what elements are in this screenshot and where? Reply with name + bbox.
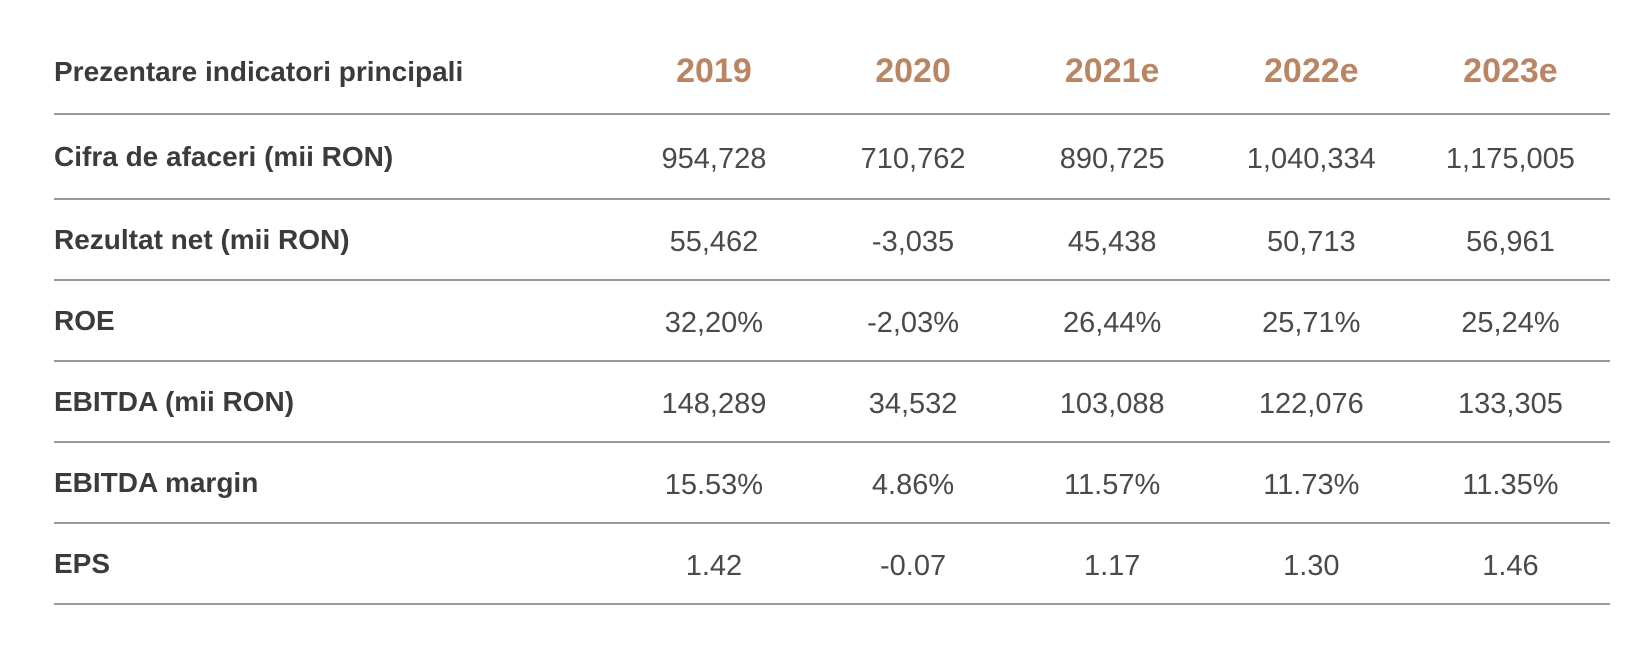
table-cell: 890,725 bbox=[1012, 114, 1212, 200]
column-header-2023e: 2023e bbox=[1410, 30, 1610, 115]
table-cell: 26,44% bbox=[1012, 280, 1212, 362]
table-cell: 55,462 bbox=[614, 199, 814, 281]
table-row: EPS 1.42 -0.07 1.17 1.30 1.46 bbox=[54, 523, 1610, 605]
table-row: EBITDA (mii RON) 148,289 34,532 103,088 … bbox=[54, 361, 1610, 443]
table-cell: 1.30 bbox=[1211, 523, 1411, 605]
table-cell: -2,03% bbox=[813, 280, 1013, 362]
table-cell: 122,076 bbox=[1211, 361, 1411, 443]
table-cell: 25,24% bbox=[1410, 280, 1610, 362]
row-label-ebitda-margin: EBITDA margin bbox=[54, 442, 615, 524]
indicators-table: Prezentare indicatori principali 2019 20… bbox=[54, 30, 1610, 605]
table-cell: 148,289 bbox=[614, 361, 814, 443]
table-cell: 45,438 bbox=[1012, 199, 1212, 281]
indicators-table-container: Prezentare indicatori principali 2019 20… bbox=[54, 30, 1610, 605]
column-header-2020: 2020 bbox=[813, 30, 1013, 115]
row-label-roe: ROE bbox=[54, 280, 615, 362]
table-cell: 34,532 bbox=[813, 361, 1013, 443]
table-cell: 1,040,334 bbox=[1211, 114, 1411, 200]
table-cell: 11.35% bbox=[1410, 442, 1610, 524]
table-cell: 11.57% bbox=[1012, 442, 1212, 524]
table-title: Prezentare indicatori principali bbox=[54, 30, 615, 115]
table-row: Rezultat net (mii RON) 55,462 -3,035 45,… bbox=[54, 199, 1610, 281]
row-label-net-result: Rezultat net (mii RON) bbox=[54, 199, 615, 281]
table-cell: 954,728 bbox=[614, 114, 814, 200]
row-label-revenue: Cifra de afaceri (mii RON) bbox=[54, 114, 615, 200]
table-cell: 50,713 bbox=[1211, 199, 1411, 281]
table-cell: 133,305 bbox=[1410, 361, 1610, 443]
table-cell: 1.42 bbox=[614, 523, 814, 605]
table-row: EBITDA margin 15.53% 4.86% 11.57% 11.73%… bbox=[54, 442, 1610, 524]
column-header-2022e: 2022e bbox=[1211, 30, 1411, 115]
table-cell: 103,088 bbox=[1012, 361, 1212, 443]
header-row: Prezentare indicatori principali 2019 20… bbox=[54, 30, 1610, 115]
table-cell: 1.17 bbox=[1012, 523, 1212, 605]
column-header-2019: 2019 bbox=[614, 30, 814, 115]
table-cell: 32,20% bbox=[614, 280, 814, 362]
table-row: ROE 32,20% -2,03% 26,44% 25,71% 25,24% bbox=[54, 280, 1610, 362]
table-cell: 25,71% bbox=[1211, 280, 1411, 362]
table-cell: -3,035 bbox=[813, 199, 1013, 281]
table-row: Cifra de afaceri (mii RON) 954,728 710,7… bbox=[54, 114, 1610, 200]
table-cell: 710,762 bbox=[813, 114, 1013, 200]
table-cell: 11.73% bbox=[1211, 442, 1411, 524]
row-label-ebitda: EBITDA (mii RON) bbox=[54, 361, 615, 443]
table-cell: -0.07 bbox=[813, 523, 1013, 605]
table-cell: 4.86% bbox=[813, 442, 1013, 524]
column-header-2021e: 2021e bbox=[1012, 30, 1212, 115]
table-cell: 1.46 bbox=[1410, 523, 1610, 605]
table-cell: 1,175,005 bbox=[1410, 114, 1610, 200]
table-cell: 56,961 bbox=[1410, 199, 1610, 281]
row-label-eps: EPS bbox=[54, 523, 615, 605]
table-cell: 15.53% bbox=[614, 442, 814, 524]
